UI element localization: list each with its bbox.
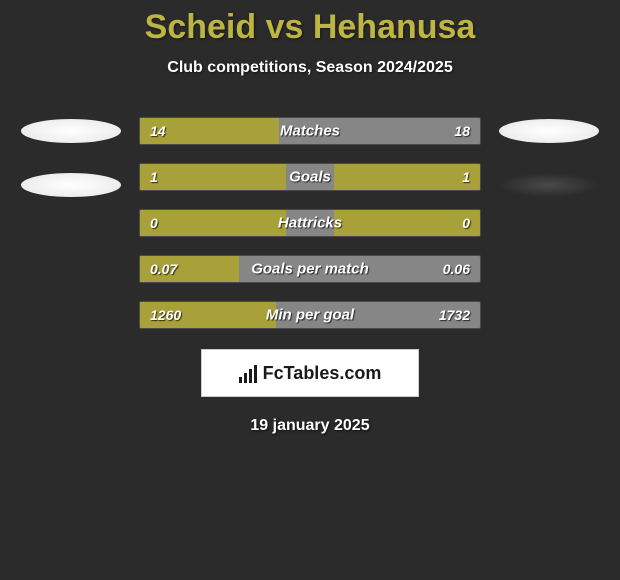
stat-value-right: 0.06 bbox=[443, 261, 470, 277]
stat-value-right: 18 bbox=[454, 123, 470, 139]
stat-value-right: 1732 bbox=[439, 307, 470, 323]
right-avatar-column bbox=[499, 117, 599, 197]
stat-value-right: 1 bbox=[462, 169, 470, 185]
comparison-row: 14 18 Matches 1 1 Goals 0 0 Hattricks 0.07 0.06 Goa… bbox=[0, 117, 620, 329]
stat-value-left: 0 bbox=[150, 215, 158, 231]
stat-bar: 0.07 0.06 Goals per match bbox=[139, 255, 481, 283]
brand-badge: FcTables.com bbox=[201, 349, 419, 397]
stat-fill-left bbox=[140, 210, 286, 236]
stat-label: Goals per match bbox=[251, 261, 369, 278]
player-avatar-right-1 bbox=[499, 119, 599, 143]
stat-label: Hattricks bbox=[278, 215, 342, 232]
bar-chart-icon bbox=[239, 363, 257, 383]
player-avatar-left-1 bbox=[21, 119, 121, 143]
stat-bar: 1260 1732 Min per goal bbox=[139, 301, 481, 329]
brand-text: FcTables.com bbox=[263, 363, 382, 384]
stat-fill-right bbox=[334, 164, 480, 190]
date-label: 19 january 2025 bbox=[0, 417, 620, 435]
comparison-infographic: Scheid vs Hehanusa Club competitions, Se… bbox=[0, 0, 620, 435]
stat-bar: 1 1 Goals bbox=[139, 163, 481, 191]
stats-list: 14 18 Matches 1 1 Goals 0 0 Hattricks 0.07 0.06 Goa… bbox=[139, 117, 481, 329]
player-avatar-right-2 bbox=[499, 173, 599, 197]
stat-value-right: 0 bbox=[462, 215, 470, 231]
stat-label: Matches bbox=[280, 123, 340, 140]
left-avatar-column bbox=[21, 117, 121, 197]
stat-fill-left bbox=[140, 164, 286, 190]
stat-fill-right bbox=[334, 210, 480, 236]
stat-value-left: 14 bbox=[150, 123, 166, 139]
stat-value-left: 1260 bbox=[150, 307, 181, 323]
page-title: Scheid vs Hehanusa bbox=[0, 8, 620, 47]
stat-bar: 0 0 Hattricks bbox=[139, 209, 481, 237]
page-subtitle: Club competitions, Season 2024/2025 bbox=[0, 59, 620, 77]
player-avatar-left-2 bbox=[21, 173, 121, 197]
stat-value-left: 1 bbox=[150, 169, 158, 185]
stat-label: Min per goal bbox=[266, 307, 354, 324]
stat-bar: 14 18 Matches bbox=[139, 117, 481, 145]
stat-value-left: 0.07 bbox=[150, 261, 177, 277]
stat-label: Goals bbox=[289, 169, 331, 186]
